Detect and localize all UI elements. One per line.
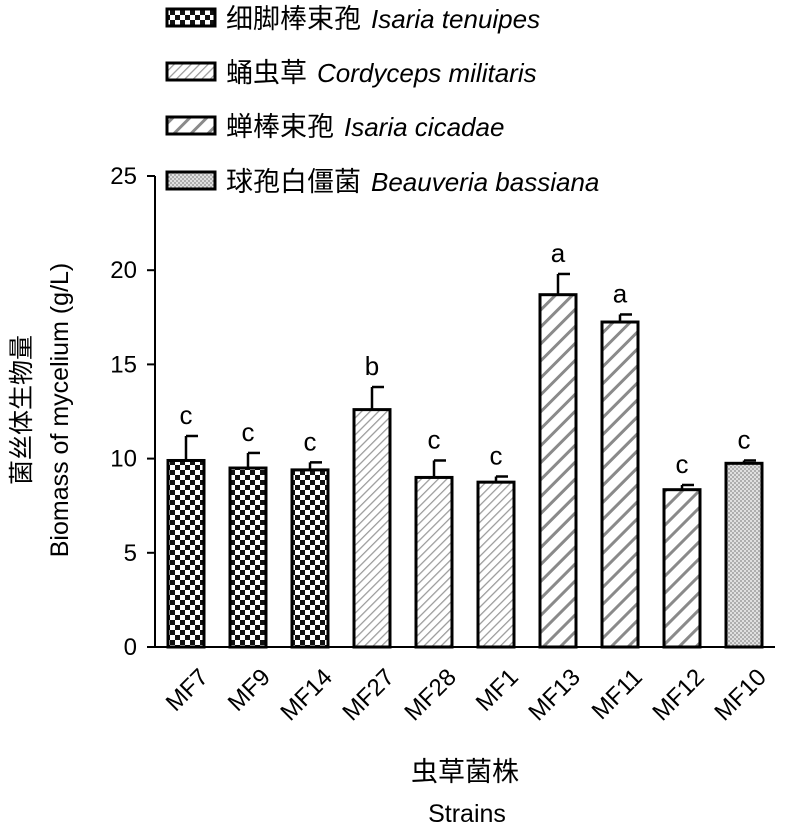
legend-swatch-fine-diagonal [165,61,217,82]
y-axis-label-cn: 菌丝体生物量 [8,335,36,485]
legend-swatch-dots [165,170,217,191]
bar-MF1 [476,480,516,649]
x-tick-label: MF12 [647,664,709,726]
x-tick-label: MF13 [523,664,585,726]
x-tick-label: MF27 [337,664,399,726]
sig-label-MF14: c [304,426,317,456]
x-tick-label: MF9 [223,664,276,717]
sig-label-MF7: c [180,400,193,430]
bar-MF28 [414,475,454,649]
legend-entry: 蝉棒束孢 Isaria cicadae [226,112,504,143]
bars-group: c MF7 c MF9 c MF14 b MF27 c MF28 c MF1 a MF13 a MF11 c MF… [161,238,772,726]
x-axis-label-cn: 虫草菌株 [411,757,519,788]
sig-label-MF28: c [428,424,441,454]
legend-entry: 细脚棒束孢 Isaria tenuipes [226,4,540,35]
bar-MF7 [166,458,206,649]
bar-MF14 [290,468,330,649]
sig-label-MF9: c [242,417,255,447]
x-tick-label: MF7 [161,664,214,717]
legend-entry: 蛹虫草 Cordyceps militaris [226,58,537,89]
x-tick-label: MF1 [471,664,524,717]
x-tick-label: MF14 [275,664,337,726]
bar-MF12 [662,488,702,649]
y-tick-label: 10 [110,446,137,473]
y-tick-label: 25 [110,163,137,190]
y-tick-label: 20 [110,257,137,284]
bar-MF13 [538,293,578,649]
bar-MF9 [228,466,268,649]
legend: 细脚棒束孢 Isaria tenuipes 蛹虫草 Cordyceps militar… [165,4,599,198]
sig-label-MF1: c [490,440,503,470]
x-tick-label: MF28 [399,664,461,726]
legend-entry: 球孢白僵菌 Beauveria bassiana [226,167,599,198]
sig-label-MF11: a [613,278,628,308]
y-tick-label: 15 [110,351,137,378]
y-tick-label: 5 [124,540,137,567]
x-tick-label: MF11 [587,664,648,725]
y-tick-label: 0 [124,634,137,661]
y-axis-label: Biomass of mycelium (g/L) [46,263,74,558]
legend-swatch-checker [165,7,217,28]
x-tick-label: MF10 [709,664,771,726]
legend-swatch-wide-diagonal [165,115,217,136]
bar-MF11 [600,320,640,649]
bar-MF10 [724,461,764,649]
x-axis-label: Strains [428,800,506,828]
sig-label-MF12: c [676,449,689,479]
sig-label-MF10: c [738,424,751,454]
sig-label-MF13: a [551,238,566,268]
sig-label-MF27: b [365,351,379,381]
bar-MF27 [352,408,392,649]
